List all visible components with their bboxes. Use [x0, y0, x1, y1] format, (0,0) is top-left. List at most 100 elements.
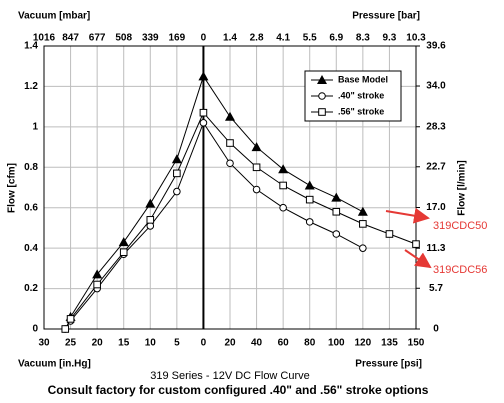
annotation-arrow: [404, 249, 432, 269]
y2-tick-label: 0: [433, 324, 439, 335]
data-point: [146, 216, 155, 224]
data-point: [252, 185, 261, 194]
x-tick-label: 5: [174, 338, 180, 349]
y2-tick-label: 11.3: [427, 243, 446, 254]
data-point: [279, 181, 287, 190]
x-tick-label: 25: [65, 338, 77, 349]
data-point: [145, 198, 156, 208]
series-line: [64, 121, 364, 330]
x-tick-label: 80: [304, 338, 316, 349]
top-tick-label: 339: [142, 33, 159, 44]
top-pressure-label: Pressure [bar]: [352, 11, 420, 22]
chart-title: 319 Series - 12V DC Flow Curve: [150, 370, 310, 382]
x-tick-label: 60: [278, 338, 290, 349]
x-pressure-label: Pressure [psi]: [355, 359, 422, 370]
data-point: [252, 163, 261, 172]
y-tick-label: 0.2: [24, 283, 38, 294]
top-tick-label: 1016: [33, 33, 56, 44]
y2-tick-label: 28.3: [426, 121, 446, 132]
top-tick-label: 508: [115, 33, 132, 44]
data-point: [61, 325, 70, 333]
x-tick-label: 20: [224, 338, 236, 349]
top-tick-label: 10.3: [406, 33, 426, 44]
y2-axis-label: Flow [l/min]: [457, 160, 468, 216]
y2-tick-label: 17.0: [426, 202, 446, 213]
top-tick-label: 169: [169, 33, 186, 44]
top-tick-label: 6.9: [329, 33, 343, 44]
data-point: [118, 237, 129, 247]
data-point: [198, 71, 209, 81]
annotation-arrow: [385, 207, 430, 224]
data-point: [119, 248, 128, 256]
y2-tick-label: 22.7: [426, 161, 446, 172]
legend-label: .40" stroke: [338, 90, 384, 100]
data-point: [251, 142, 262, 152]
data-point: [332, 207, 341, 216]
top-tick-label: 1.4: [223, 33, 237, 44]
x-tick-label: 10: [145, 338, 157, 349]
data-point: [93, 280, 101, 289]
top-tick-label: 4.1: [276, 33, 290, 44]
data-point: [226, 159, 234, 168]
x-tick-label: 135: [381, 338, 398, 349]
data-point: [385, 230, 394, 238]
data-point: [359, 220, 367, 228]
data-point: [305, 218, 314, 226]
data-point: [225, 111, 235, 121]
y-tick-label: 1.4: [24, 41, 38, 52]
y2-tick-label: 5.7: [429, 283, 443, 294]
plot-frame: [43, 45, 417, 330]
x-tick-label: 150: [408, 338, 425, 349]
x-tick-label: 15: [118, 338, 130, 349]
data-point: [305, 195, 314, 204]
data-point: [359, 244, 367, 252]
data-point: [332, 230, 341, 238]
annotation-text: 319CDC56: [433, 264, 487, 276]
data-point: [171, 154, 182, 164]
x-tick-label: 120: [355, 338, 372, 349]
x-tick-label: 40: [251, 338, 263, 349]
data-point: [412, 240, 420, 248]
data-point: [357, 206, 368, 216]
y-tick-label: 1: [32, 121, 38, 132]
top-tick-label: 8.3: [356, 33, 370, 44]
data-point: [173, 169, 181, 178]
top-tick-label: 0: [201, 33, 207, 44]
data-point: [199, 108, 208, 117]
x-tick-label: 30: [38, 338, 50, 349]
top-tick-label: 847: [62, 33, 79, 44]
legend-label: Base Model: [338, 74, 388, 84]
top-vacuum-label: Vacuum [mbar]: [18, 11, 90, 22]
series-line: [70, 75, 364, 318]
y-axis-label: Flow [cfm]: [7, 163, 18, 213]
legend-label: .56" stroke: [338, 106, 384, 116]
y-tick-label: 1.2: [24, 81, 38, 92]
data-point: [66, 315, 75, 323]
y-tick-label: 0: [32, 324, 38, 335]
annotation-text: 319CDC50: [433, 220, 487, 232]
y2-tick-label: 39.6: [426, 41, 446, 52]
top-tick-label: 9.3: [382, 33, 396, 44]
data-point: [279, 203, 287, 212]
top-tick-label: 5.5: [303, 33, 317, 44]
y-tick-label: 0.8: [24, 162, 38, 173]
data-point: [199, 119, 208, 127]
y-tick-label: 0.6: [24, 202, 38, 213]
y2-tick-label: 34.0: [426, 81, 446, 92]
data-point: [331, 192, 342, 202]
legend-marker: [318, 92, 326, 100]
x-tick-label: 0: [201, 338, 207, 349]
footnote: Consult factory for custom configured .4…: [48, 383, 429, 397]
data-point: [278, 164, 289, 174]
data-point: [304, 180, 315, 190]
x-vacuum-label: Vacuum [in.Hg]: [18, 359, 91, 370]
x-tick-label: 100: [328, 338, 345, 349]
y-tick-label: 0.4: [24, 243, 38, 254]
data-point: [92, 269, 103, 279]
data-point: [226, 139, 234, 147]
data-point: [173, 187, 181, 196]
x-tick-label: 20: [92, 338, 104, 349]
top-tick-label: 2.8: [250, 33, 264, 44]
legend-marker: [317, 75, 327, 84]
